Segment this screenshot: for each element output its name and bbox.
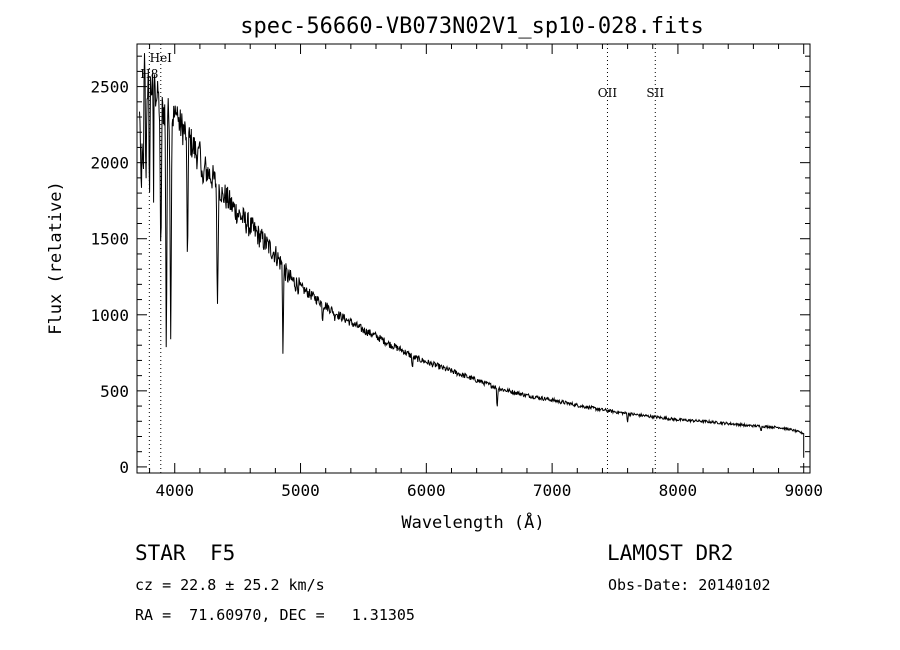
x-axis-ticks: 4000 5000 6000 7000 8000 9000 xyxy=(149,44,823,500)
object-type: STAR xyxy=(135,541,186,565)
spectral-line-label: HeI xyxy=(150,51,173,65)
spectrum-series-line xyxy=(139,53,805,458)
chart-title: spec-56660-VB073N02V1_sp10-028.fits xyxy=(240,14,704,39)
x-axis-label: Wavelength (Å) xyxy=(401,511,544,533)
x-tick-label: 9000 xyxy=(784,481,823,500)
y-tick-label: 2000 xyxy=(90,154,129,173)
coordinates-text: RA = 71.60970, DEC = 1.31305 xyxy=(135,606,415,624)
plot-frame xyxy=(136,43,811,474)
y-tick-label: 2500 xyxy=(90,78,129,97)
object-subclass: F5 xyxy=(210,541,235,565)
y-tick-label: 1000 xyxy=(90,306,129,325)
survey-name: LAMOST DR2 xyxy=(607,541,733,565)
x-tick-label: 5000 xyxy=(281,481,320,500)
y-tick-label: 500 xyxy=(100,382,129,401)
spectral-line-markers: HeI H8 OII SII xyxy=(140,44,664,473)
x-tick-label: 7000 xyxy=(533,481,572,500)
y-axis-label: Flux (relative) xyxy=(46,181,66,335)
observation-date: Obs-Date: 20140102 xyxy=(608,576,771,594)
x-tick-label: 8000 xyxy=(659,481,698,500)
y-tick-label: 1500 xyxy=(90,230,129,249)
spectral-line-label: H8 xyxy=(140,67,158,81)
y-axis-ticks: 0 500 1000 1500 2000 2500 xyxy=(90,55,810,477)
spectral-line-label: SII xyxy=(646,86,664,100)
x-tick-label: 4000 xyxy=(155,481,194,500)
spectral-line-label: OII xyxy=(598,86,618,100)
y-tick-label: 0 xyxy=(119,458,129,477)
redshift-text: cz = 22.8 ± 25.2 km/s xyxy=(135,576,325,594)
x-tick-label: 6000 xyxy=(407,481,446,500)
